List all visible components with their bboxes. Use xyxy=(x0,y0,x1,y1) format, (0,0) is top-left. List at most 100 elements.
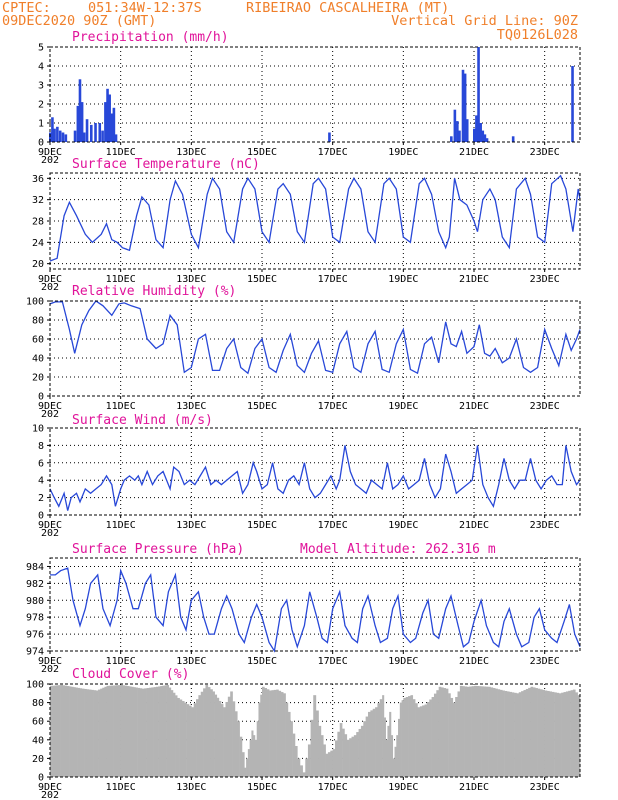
cloud-bar xyxy=(399,702,402,777)
cloud-bar xyxy=(56,685,59,777)
y-tick-label: 20 xyxy=(32,373,44,384)
x-tick-label: 21DEC xyxy=(459,656,489,667)
cloud-bar xyxy=(370,710,374,777)
x-tick-label: 17DEC xyxy=(318,274,348,285)
cloud-bar xyxy=(387,725,390,777)
y-tick-label: 4 xyxy=(38,476,44,487)
cloud-bar xyxy=(207,687,211,777)
cloud-bar xyxy=(429,699,432,777)
precip-bar xyxy=(485,138,489,142)
x-tick-label: 15DEC xyxy=(247,147,277,158)
cloud-bar xyxy=(244,767,247,777)
cloud-bar xyxy=(271,690,275,777)
cloud-bar xyxy=(158,686,161,777)
cloud-bar xyxy=(73,687,76,777)
cloud-bar xyxy=(474,685,477,777)
x-tick-label: 13DEC xyxy=(176,520,206,531)
panel-frame xyxy=(49,557,581,652)
wind-title: Surface Wind (m/s) xyxy=(72,413,213,428)
precip-bar xyxy=(64,134,68,142)
cloud-bar xyxy=(325,753,329,777)
x-tick-label: 17DEC xyxy=(318,520,348,531)
precip-bar xyxy=(511,136,515,142)
cloud-bar xyxy=(337,731,341,777)
series-line xyxy=(49,300,581,375)
cloud-bar xyxy=(544,690,548,777)
year-stub-label: 202 xyxy=(41,664,59,675)
x-tick-label: 21DEC xyxy=(459,782,489,793)
cloud-bar xyxy=(232,701,236,777)
humidity-title: Relative Humidity (%) xyxy=(72,284,236,299)
cloud-bar xyxy=(424,704,428,777)
cloud-panel: Cloud Cover (%) 0 20 40 60 80 100 9DEC 11DEC 13D… xyxy=(26,667,581,800)
cloud-bar xyxy=(52,685,55,777)
precip-bar xyxy=(483,134,487,142)
cloud-bar xyxy=(137,687,141,777)
x-tick-label: 15DEC xyxy=(247,401,277,412)
cloud-bar xyxy=(441,687,444,777)
precip-bar xyxy=(53,128,56,142)
cloud-bar xyxy=(497,689,501,777)
cloud-bar xyxy=(492,688,496,777)
cloud-bar xyxy=(310,719,314,777)
cloud-bar xyxy=(572,689,576,777)
cloud-bar xyxy=(253,735,256,777)
cloud-bar xyxy=(88,689,92,777)
panel-frame xyxy=(49,427,581,516)
cloud-bar xyxy=(401,700,404,777)
cloud-bar xyxy=(537,688,541,777)
y-tick-label: 6 xyxy=(38,458,44,469)
cloud-bar xyxy=(237,721,240,777)
cloud-bar xyxy=(379,699,383,777)
y-tick-label: 60 xyxy=(32,717,44,728)
y-tick-label: 80 xyxy=(32,316,44,327)
x-tick-label: 17DEC xyxy=(318,782,348,793)
cloud-bar xyxy=(251,730,254,777)
cloud-bar xyxy=(135,687,138,777)
header-grid-note: Vertical Grid Line: 90Z xyxy=(391,13,578,29)
cloud-bar xyxy=(396,735,399,777)
y-tick-label: 0 xyxy=(38,392,44,403)
x-tick-label: 23DEC xyxy=(530,782,560,793)
cloud-bar xyxy=(471,686,475,777)
x-tick-label: 19DEC xyxy=(388,520,418,531)
precip-bar xyxy=(104,102,107,142)
cloud-bar xyxy=(60,684,64,777)
cloud-bar xyxy=(191,707,194,777)
cloud-bar xyxy=(403,697,406,777)
pressure-title: Surface Pressure (hPa) xyxy=(72,542,244,557)
cloud-bar xyxy=(525,688,529,777)
y-tick-label: 20 xyxy=(32,259,44,270)
precipitation-panel: Precipitation (mm/h) 0 1 2 3 4 5 9DEC 11DEC 13DE… xyxy=(38,30,581,166)
x-tick-label: 19DEC xyxy=(388,274,418,285)
wind-plot: 0 2 4 6 8 10 9DEC 11DEC 13DEC 15DEC 17DEC 19DEC 21DE… xyxy=(32,424,581,539)
year-stub-label: 202 xyxy=(41,282,59,293)
cloud-bar xyxy=(483,686,487,777)
cloud-bar xyxy=(285,702,289,777)
cloud-bar xyxy=(196,699,199,777)
cloud-bar xyxy=(58,685,61,777)
precip-bar xyxy=(56,126,59,142)
cloud-bar xyxy=(570,690,574,777)
cloud-bar xyxy=(278,690,282,777)
cloud-bar xyxy=(438,686,442,777)
x-tick-label: 17DEC xyxy=(318,656,348,667)
cloud-bar xyxy=(280,692,284,777)
cloud-bar xyxy=(349,738,352,777)
cloud-bar xyxy=(113,685,117,777)
cloud-bar xyxy=(481,686,484,777)
cloud-bar xyxy=(212,691,215,777)
cloud-bar xyxy=(516,693,520,777)
x-tick-label: 11DEC xyxy=(106,401,136,412)
cloud-bar xyxy=(129,686,132,777)
cloud-bar xyxy=(535,688,538,777)
cloud-bar xyxy=(64,685,68,777)
cloud-bar xyxy=(466,686,470,777)
x-tick-label: 19DEC xyxy=(388,401,418,412)
cloud-bar xyxy=(93,690,97,777)
wind-panel: Surface Wind (m/s) 0 2 4 6 8 10 9DEC 11DEC 13DEC… xyxy=(32,413,581,539)
cloud-bar xyxy=(392,758,395,777)
precip-bar xyxy=(98,123,102,142)
cloud-bar xyxy=(179,699,183,777)
